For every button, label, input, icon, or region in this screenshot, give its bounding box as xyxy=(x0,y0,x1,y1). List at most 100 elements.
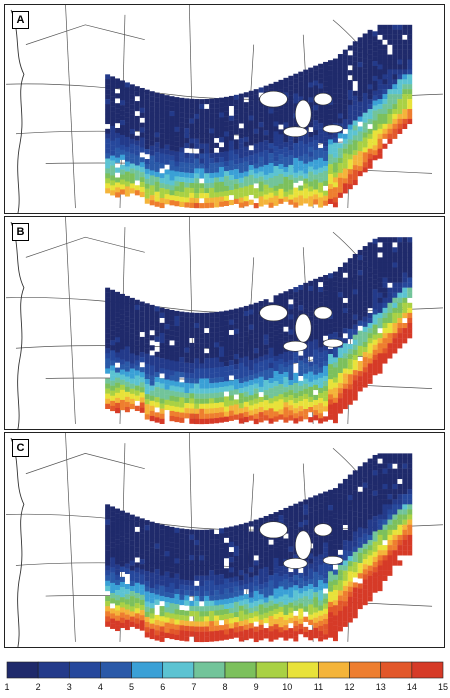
grid-cell xyxy=(283,377,289,383)
grid-cell xyxy=(243,131,249,138)
grid-cell xyxy=(219,377,225,383)
grid-cell xyxy=(298,155,304,161)
grid-cell xyxy=(352,110,358,116)
grid-cell xyxy=(154,316,160,322)
grid-cell xyxy=(392,468,398,474)
grid-cell xyxy=(124,371,130,377)
grid-cell xyxy=(228,165,234,171)
grid-cell xyxy=(199,378,205,384)
grid-cell xyxy=(278,586,284,592)
grid-cell xyxy=(337,514,343,520)
grid-cell xyxy=(139,122,145,128)
grid-cell xyxy=(268,565,274,571)
grid-cell xyxy=(362,579,368,585)
grid-cell xyxy=(392,64,398,70)
grid-cell xyxy=(179,177,185,183)
grid-cell xyxy=(332,605,338,611)
grid-cell xyxy=(273,166,279,172)
grid-cell xyxy=(139,518,145,524)
grid-cell xyxy=(243,411,249,418)
grid-cell xyxy=(219,543,225,549)
grid-cell xyxy=(144,555,150,562)
grid-cell xyxy=(154,137,160,143)
grid-cell xyxy=(392,24,398,30)
grid-cell xyxy=(139,599,145,606)
grid-cell xyxy=(233,198,239,204)
grid-cell xyxy=(303,148,309,155)
grid-cell xyxy=(308,301,314,307)
grid-cell xyxy=(115,312,120,318)
grid-cell xyxy=(258,594,264,600)
grid-cell xyxy=(219,594,225,600)
grid-cell xyxy=(219,166,225,173)
grid-cell xyxy=(352,253,358,260)
grid-cell xyxy=(253,317,259,324)
grid-cell xyxy=(209,128,215,134)
grid-cell xyxy=(204,606,210,612)
grid-cell xyxy=(169,190,175,196)
grid-cell xyxy=(258,107,264,113)
grid-cell xyxy=(149,165,155,171)
grid-cell xyxy=(337,615,343,622)
grid-cell xyxy=(362,492,368,499)
grid-cell xyxy=(337,564,343,571)
grid-cell xyxy=(407,540,413,546)
grid-cell xyxy=(179,321,185,327)
grid-cell xyxy=(144,571,150,577)
grid-cell xyxy=(263,319,269,325)
grid-cell xyxy=(308,92,314,98)
grid-cell xyxy=(308,376,314,382)
grid-cell xyxy=(263,400,269,406)
grid-cell xyxy=(204,550,210,556)
grid-cell xyxy=(134,345,140,351)
grid-cell xyxy=(224,547,229,554)
grid-cell xyxy=(164,349,170,355)
grid-cell xyxy=(224,532,229,538)
grid-cell xyxy=(303,606,309,612)
grid-cell xyxy=(124,151,130,157)
grid-cell xyxy=(179,191,185,198)
grid-cell xyxy=(342,555,348,561)
grid-cell xyxy=(308,614,314,620)
grid-cell xyxy=(124,122,130,128)
grid-cell xyxy=(115,397,120,404)
grid-cell xyxy=(214,332,220,338)
grid-cell xyxy=(174,366,180,372)
grid-cell xyxy=(179,569,185,575)
grid-cell xyxy=(248,334,254,340)
grid-cell xyxy=(233,328,239,334)
grid-cell xyxy=(139,574,145,580)
grid-cell xyxy=(362,147,368,153)
grid-cell xyxy=(110,294,116,301)
grid-cell xyxy=(219,630,225,636)
grid-cell xyxy=(248,541,254,547)
grid-cell xyxy=(407,104,413,110)
grid-cell xyxy=(194,611,200,617)
grid-cell xyxy=(174,326,180,332)
grid-cell xyxy=(238,317,244,323)
grid-cell xyxy=(224,361,229,367)
grid-cell xyxy=(268,605,274,612)
grid-cell xyxy=(204,570,210,576)
grid-cell xyxy=(124,112,130,118)
grid-cell xyxy=(179,311,185,317)
grid-cell xyxy=(164,174,170,180)
grid-cell xyxy=(139,182,145,188)
grid-cell xyxy=(308,417,314,423)
grid-cell xyxy=(313,561,319,567)
grid-cell xyxy=(119,515,125,522)
grid-cell xyxy=(228,319,234,326)
grid-cell xyxy=(392,509,398,515)
grid-cell xyxy=(337,103,343,109)
grid-cell xyxy=(115,182,121,188)
grid-cell xyxy=(184,113,190,119)
grid-cell xyxy=(288,510,294,517)
grid-cell xyxy=(397,483,403,490)
grid-cell xyxy=(377,64,383,70)
grid-cell xyxy=(233,374,239,380)
grid-cell xyxy=(313,184,319,190)
grid-cell xyxy=(318,352,324,358)
grid-cell xyxy=(258,201,264,207)
grid-cell xyxy=(129,540,135,546)
grid-cell xyxy=(387,468,393,474)
